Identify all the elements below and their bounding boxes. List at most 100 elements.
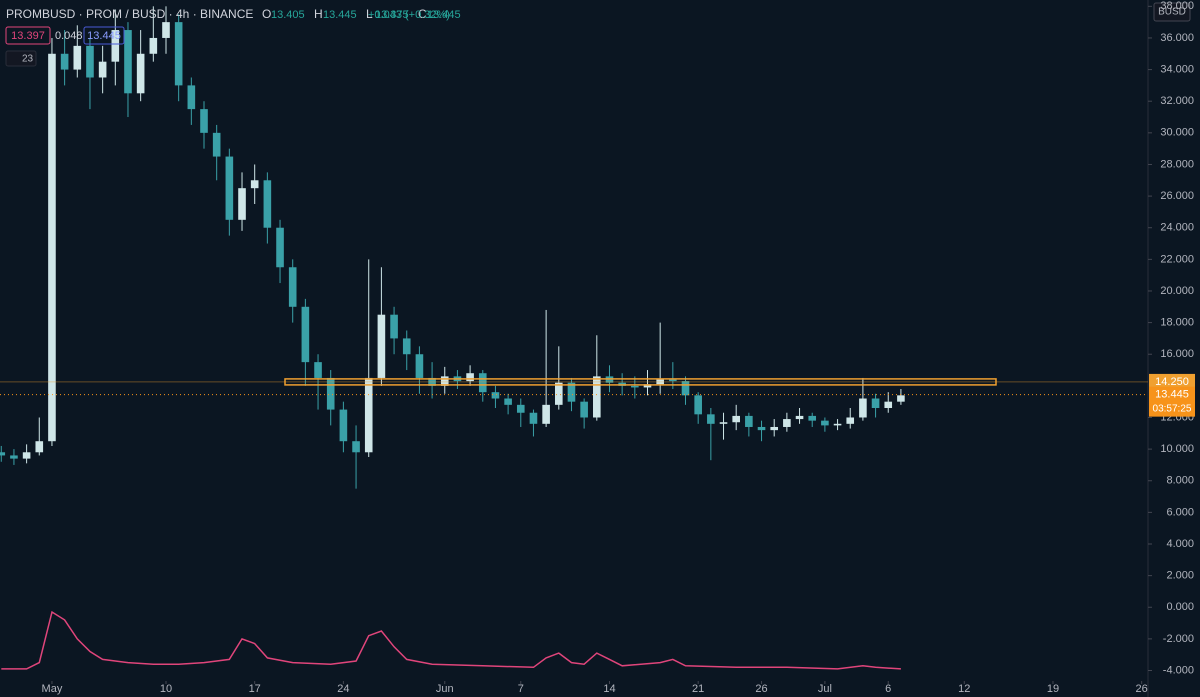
candle-body [783,419,791,427]
level-tag [1149,373,1195,389]
candle-body [136,53,145,94]
candle-body [745,415,753,427]
candle-body [428,377,436,386]
ohlc-key: L [366,7,373,21]
badge: 0.048 [55,30,83,42]
candle-body [162,22,170,38]
x-tick-label: 12 [958,683,970,695]
change: +0.043 (+0.32%) [368,9,450,21]
candle-body [656,379,664,385]
candle-body [795,415,804,420]
y-tick-label: 30.000 [1160,127,1194,139]
candle-body [707,414,715,424]
plot [0,6,997,489]
candle-body [415,354,424,378]
candle-body [846,417,855,424]
candle-body [580,401,588,418]
candle-body [352,441,360,453]
candle-body [111,30,120,62]
candle-body [73,45,82,70]
y-tick-label: -4.000 [1163,664,1194,676]
last-price-label: 13.445 [1155,389,1189,401]
x-tick-label: May [42,683,63,695]
badge: 13.397 [11,30,45,42]
x-tick-label: 6 [885,683,891,695]
candle-body [884,401,893,408]
candle-body [719,422,728,424]
y-tick-label: 10.000 [1160,443,1194,455]
symbol: PROMBUSD · PROM / BUSD · 4h · BINANCE [6,7,253,21]
candle-body [593,376,601,418]
candle-body [364,377,373,453]
x-tick-label: 24 [337,683,349,695]
candle-body [0,452,6,456]
candle-body [504,398,512,405]
candle-body [757,426,766,431]
ohlc-value: 13.445 [427,9,461,21]
x-tick-label: 19 [1047,683,1059,695]
candle-body [225,156,234,220]
x-tick-label: 26 [1136,683,1148,695]
candle-body [478,373,487,393]
indicator-count: 23 [22,54,34,65]
candle-body [250,180,259,189]
y-tick-label: 2.000 [1166,570,1194,582]
y-tick-label: 34.000 [1160,63,1194,75]
candle-body [48,53,56,442]
badge-box [5,26,51,45]
candle-body [124,30,132,94]
y-tick-label: 16.000 [1160,348,1194,360]
countdown: 03:57:25 [1153,403,1192,414]
indicator-toggle[interactable] [5,50,37,67]
candle-body [314,362,322,378]
x-tick-label: Jun [436,683,454,695]
y-tick-label: 32.000 [1160,95,1194,107]
candle-body [212,132,221,157]
badge-box [83,26,125,45]
candle-body [643,384,652,388]
x-tick-label: Jul [818,683,832,695]
y-tick-label: 18.000 [1160,317,1194,329]
ohlc-value: 13.445 [323,9,357,21]
y-tick-label: -2.000 [1163,633,1194,645]
candle-body [491,392,500,399]
candle-body [377,314,386,378]
ohlc-key: O [262,7,271,21]
price-level [284,378,997,386]
candle-body [276,227,284,268]
ohlc: O 13.405 H 13.445 L 13.375 C 13.445 [262,7,461,21]
candle-body [732,415,740,423]
y-tick-label: 4.000 [1166,538,1194,550]
candle-body [567,382,576,402]
candle-body [238,188,246,220]
candle-body [859,398,867,418]
candle-body [301,306,310,363]
ohlc-value: 13.405 [271,9,305,21]
y-tick-label: 26.000 [1160,190,1194,202]
candle-body [326,377,335,410]
candle-body [200,109,208,133]
candle-body [149,37,158,54]
candle-body [821,420,829,426]
x-tick-label: 14 [603,683,615,695]
level-label: 14.250 [1155,376,1189,388]
candle-body [529,412,538,424]
candle-body [86,45,94,78]
y-tick-label: 36.000 [1160,32,1194,44]
candle-body [174,22,183,86]
y-tick-label: 0.000 [1166,601,1194,613]
y-tick-label: 20.000 [1160,285,1194,297]
y-tick-label: 28.000 [1160,158,1194,170]
last-price-tag [1149,386,1195,417]
candle-body [440,376,449,386]
candle-body [808,415,817,421]
candle-body [60,53,69,70]
candle-body [516,404,525,413]
candle-body [669,379,677,382]
candle-body [402,338,411,355]
x-tick-label: 17 [249,683,261,695]
x-tick-label: 10 [160,683,172,695]
candle-body [770,426,779,431]
candle-body [871,398,880,408]
